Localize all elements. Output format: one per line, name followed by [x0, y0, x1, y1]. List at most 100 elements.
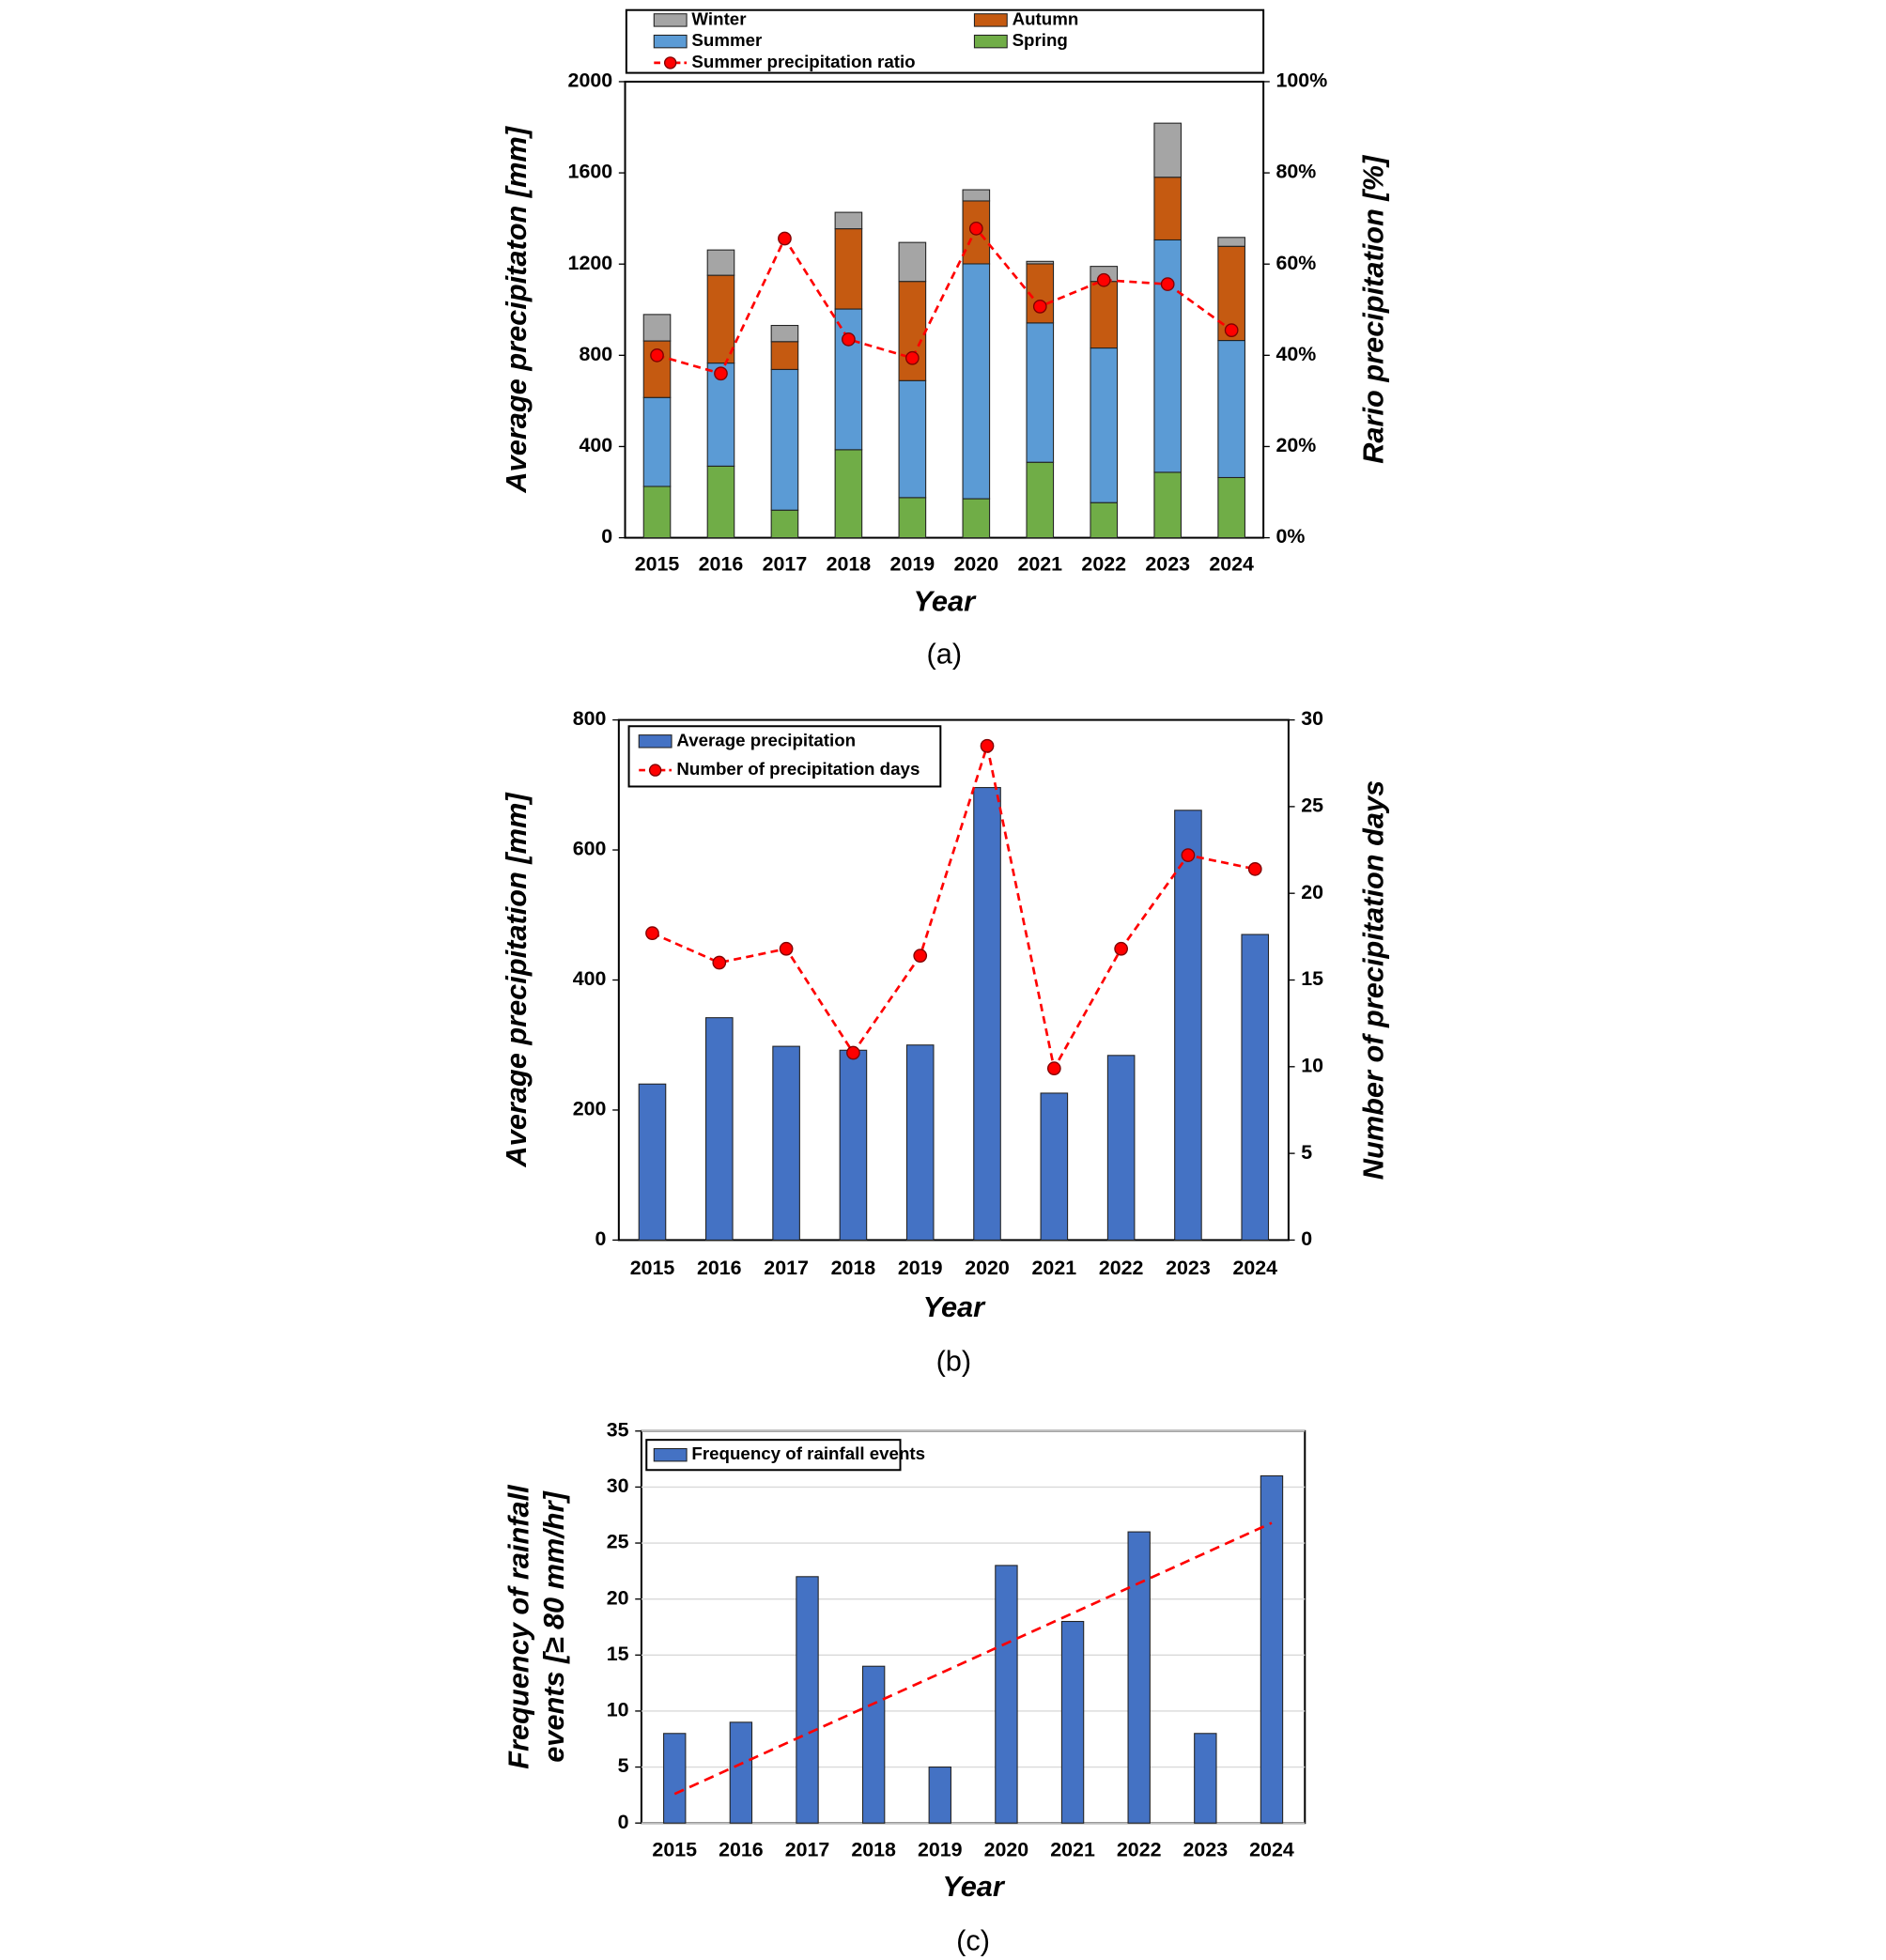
- line: [657, 225, 1232, 376]
- x-tick-label: 2021: [1017, 553, 1062, 576]
- y-axis-title: Frequency of rainfall: [502, 1484, 535, 1769]
- bar: [898, 497, 927, 539]
- bar: [1090, 347, 1119, 503]
- caption: (b): [936, 1345, 972, 1378]
- legend-box: [625, 8, 1265, 74]
- bar: [1194, 1733, 1217, 1824]
- bar: [1217, 340, 1245, 479]
- bar: [898, 281, 927, 381]
- y-tick-label: 1600: [568, 161, 613, 183]
- marker: [1160, 277, 1175, 291]
- bar: [1106, 1055, 1136, 1241]
- x-axis-title: Year: [914, 584, 978, 617]
- trend-line: [673, 1521, 1273, 1796]
- bar: [995, 1565, 1018, 1824]
- bar: [1040, 1092, 1069, 1241]
- y-tick-label: 800: [573, 707, 607, 730]
- x-tick-label: 2020: [965, 1257, 1010, 1279]
- bar: [898, 379, 927, 499]
- bar: [1153, 239, 1183, 473]
- bar: [1153, 471, 1183, 539]
- bar: [834, 228, 863, 310]
- y2-tick-label: 0: [1301, 1227, 1312, 1250]
- y-tick-label: 400: [573, 967, 607, 990]
- marker: [650, 347, 664, 363]
- x-tick-label: 2016: [699, 553, 744, 576]
- marker: [714, 366, 728, 381]
- x-tick-label: 2019: [918, 1838, 963, 1860]
- x-tick-label: 2017: [785, 1838, 830, 1860]
- caption: (c): [956, 1923, 990, 1956]
- bar: [1090, 281, 1119, 349]
- marker: [1032, 300, 1047, 314]
- legend-label: Winter: [691, 8, 746, 28]
- bar: [706, 465, 735, 539]
- y2-tick-label: 20: [1301, 881, 1323, 903]
- y2-axis-title: Number of precipitation days: [1356, 780, 1389, 1180]
- legend-swatch: [638, 734, 672, 749]
- y2-tick-label: 80%: [1276, 161, 1317, 183]
- y-axis-title: Average precipitaton [mm]: [500, 125, 533, 493]
- y2-tick-label: 40%: [1276, 343, 1317, 365]
- x-tick-label: 2016: [719, 1838, 764, 1860]
- bar: [638, 1083, 667, 1241]
- y-tick-label: 600: [573, 838, 607, 860]
- y-tick-label: 800: [579, 343, 612, 365]
- legend-swatch: [973, 34, 1008, 49]
- y-tick-label: 0: [601, 525, 612, 548]
- bar: [962, 498, 991, 539]
- bar: [1153, 122, 1183, 178]
- x-axis-title: Year: [942, 1870, 1006, 1903]
- y-tick-label: 200: [573, 1098, 607, 1120]
- bar: [706, 274, 735, 364]
- legend-label: Frequency of rainfall events: [691, 1443, 925, 1463]
- bar: [973, 787, 1001, 1241]
- legend-label: Spring: [1013, 30, 1068, 50]
- y-tick-label: 0: [618, 1811, 629, 1833]
- marker: [980, 738, 995, 753]
- y2-tick-label: 15: [1301, 967, 1323, 990]
- bar: [962, 263, 991, 500]
- bar: [1217, 237, 1245, 247]
- y-tick-label: 20: [607, 1586, 629, 1609]
- y2-tick-label: 25: [1301, 795, 1323, 817]
- x-tick-label: 2015: [652, 1838, 697, 1860]
- marker: [1181, 848, 1196, 862]
- bar: [663, 1733, 687, 1824]
- x-tick-label: 2023: [1166, 1257, 1211, 1279]
- y2-axis-title: Rario precipitation [%]: [1356, 154, 1389, 464]
- marker: [904, 350, 920, 365]
- bar: [861, 1665, 886, 1824]
- legend-swatch: [653, 34, 688, 49]
- legend-label: Average precipitation: [676, 730, 856, 749]
- legend-label: Number of precipitation days: [676, 759, 920, 779]
- bar: [770, 509, 799, 539]
- bar: [834, 211, 863, 230]
- x-tick-label: 2023: [1145, 553, 1190, 576]
- x-tick-label: 2019: [898, 1257, 943, 1279]
- marker: [1114, 941, 1128, 956]
- marker: [645, 926, 659, 941]
- marker: [1224, 323, 1239, 337]
- y-tick-label: 0: [595, 1227, 607, 1250]
- bar: [1026, 322, 1055, 463]
- y2-tick-label: 10: [1301, 1054, 1323, 1076]
- y-tick-label: 30: [607, 1474, 629, 1497]
- x-tick-label: 2021: [1032, 1257, 1077, 1279]
- bar: [705, 1017, 734, 1241]
- x-tick-label: 2024: [1209, 553, 1254, 576]
- marker: [712, 955, 727, 970]
- x-tick-label: 2018: [827, 553, 872, 576]
- x-tick-label: 2018: [831, 1257, 876, 1279]
- bar: [1153, 177, 1183, 241]
- bar: [1241, 934, 1270, 1241]
- legend-marker: [648, 764, 662, 777]
- legend-label: Summer: [691, 30, 762, 50]
- bar: [1060, 1620, 1085, 1824]
- x-tick-label: 2022: [1117, 1838, 1162, 1860]
- y-tick-label: 400: [579, 434, 612, 456]
- y-tick-label: 25: [607, 1531, 629, 1553]
- bar: [834, 449, 863, 539]
- x-tick-label: 2016: [697, 1257, 742, 1279]
